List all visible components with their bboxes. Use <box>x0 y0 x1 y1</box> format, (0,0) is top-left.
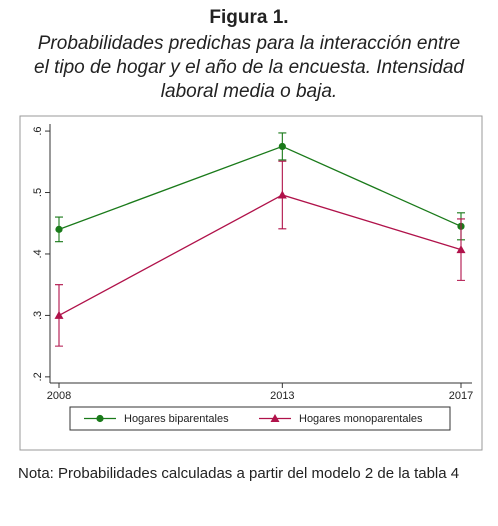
legend-marker <box>96 414 104 423</box>
point <box>278 142 286 151</box>
point <box>55 225 63 233</box>
y-tick-label: .5 <box>32 188 44 197</box>
series-line <box>58 145 462 230</box>
legend-label: Hogares monoparentales <box>299 413 423 425</box>
subtitle-line: Probabilidades predichas para la interac… <box>38 33 460 54</box>
y-tick-label: .3 <box>32 311 44 320</box>
legend <box>69 406 451 431</box>
series-line <box>58 194 462 316</box>
point <box>277 190 287 199</box>
chart: Figura 1. Probabilidades predichas para … <box>19 7 483 451</box>
y-tick-label: .6 <box>32 126 44 135</box>
title: Figura 1. <box>209 7 288 28</box>
legend-marker <box>270 414 280 422</box>
chart-frame <box>19 115 483 451</box>
y-tick-label: .2 <box>32 372 44 381</box>
x-tick-label: 2017 <box>449 390 473 402</box>
point <box>456 245 466 254</box>
x-tick-label: 2008 <box>47 390 71 402</box>
y-tick-label: .4 <box>32 249 44 258</box>
x-tick-label: 2013 <box>270 390 294 402</box>
subtitle-line: el tipo de hogar y el año de la encuesta… <box>34 57 465 78</box>
note: Nota: Probabilidades calculadas a partir… <box>18 465 460 482</box>
point <box>54 310 64 319</box>
legend-label: Hogares biparentales <box>124 413 229 425</box>
subtitle-line: laboral media o baja. <box>161 81 337 102</box>
